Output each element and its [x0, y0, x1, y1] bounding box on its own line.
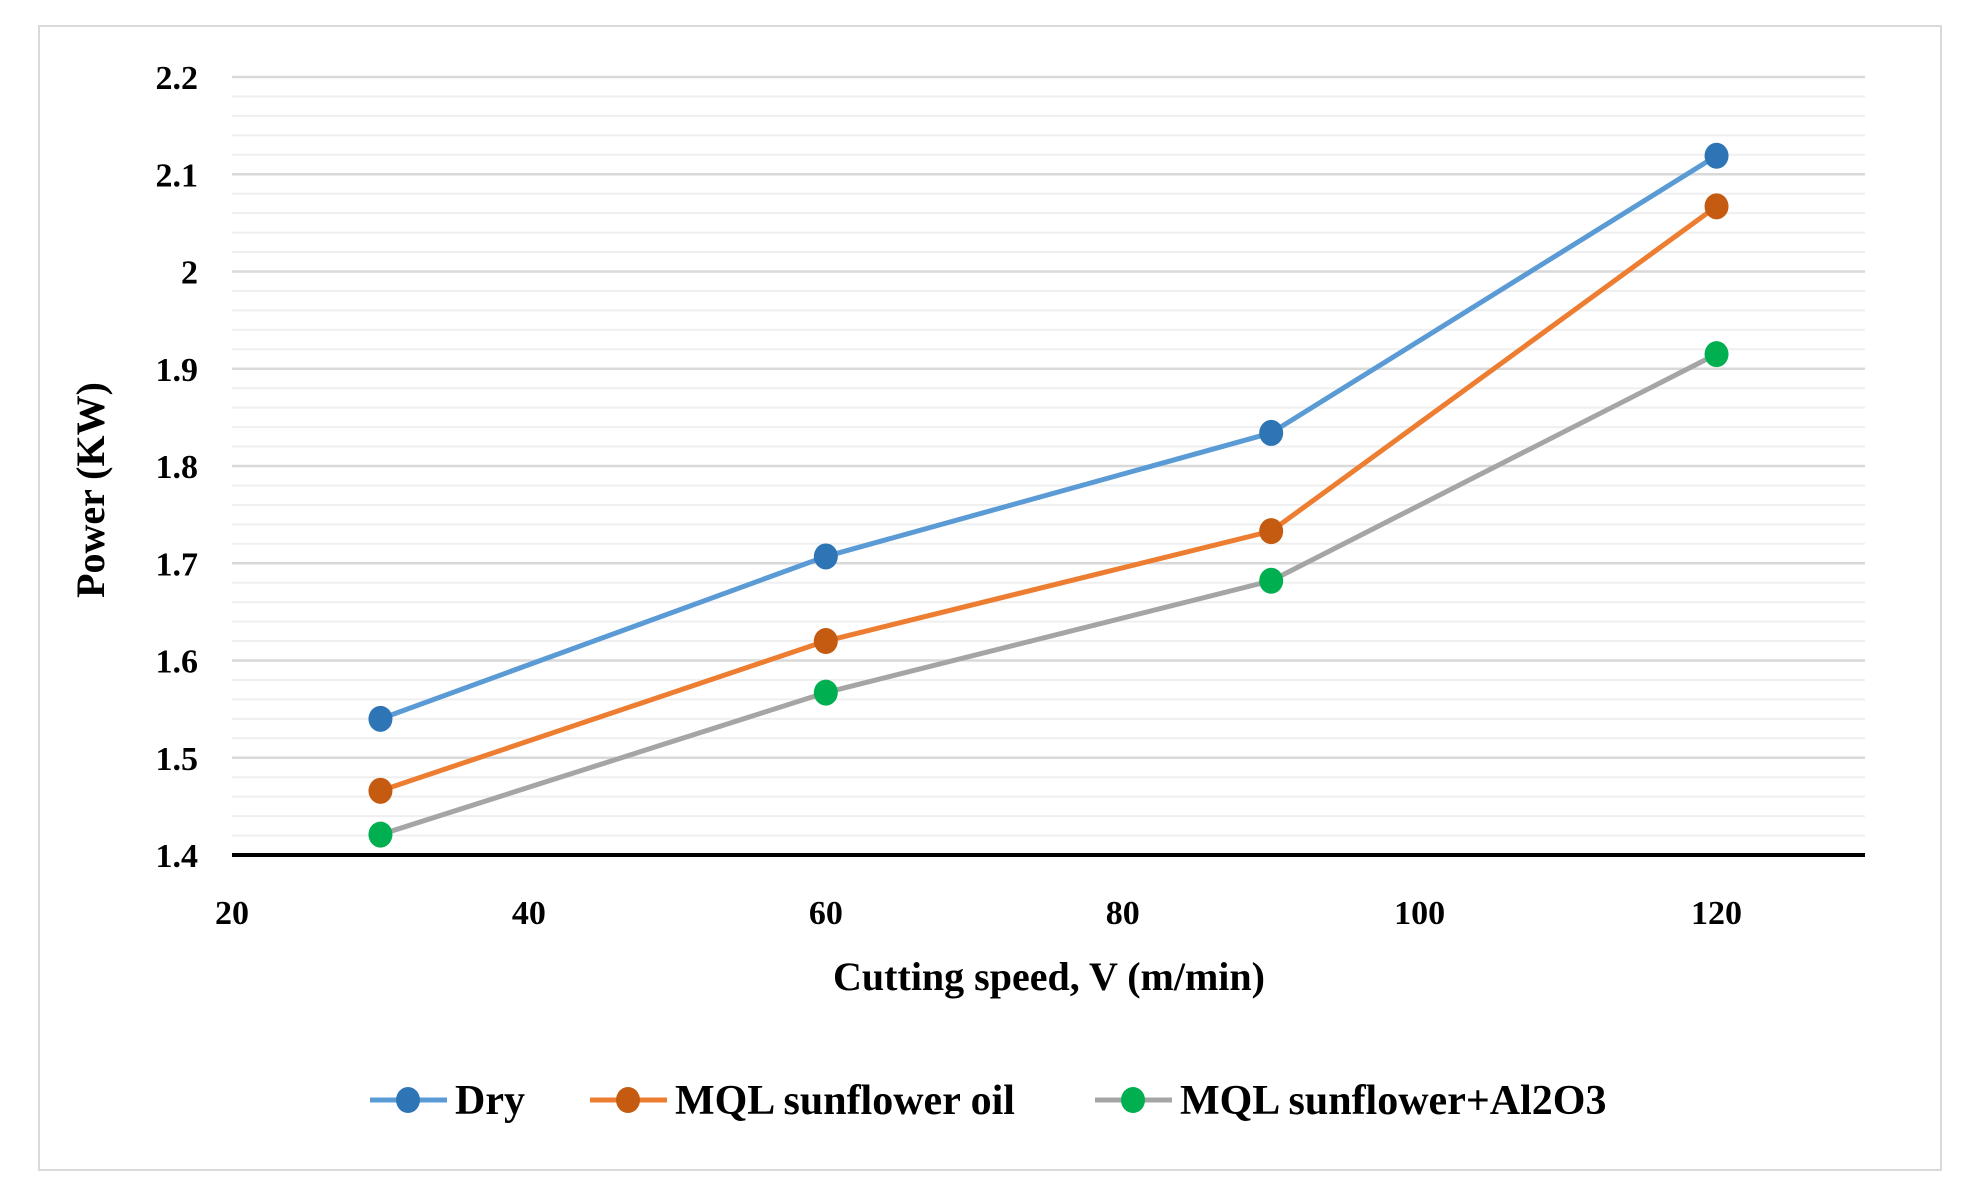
- data-point: [813, 543, 838, 570]
- y-tick-label: 1.7: [156, 546, 199, 583]
- series-line-2: [379, 351, 1718, 837]
- x-tick-label: 80: [1106, 895, 1140, 932]
- x-tick-label: 100: [1394, 895, 1445, 932]
- data-point: [1704, 193, 1729, 220]
- x-tick-label: 20: [215, 895, 249, 932]
- y-tick-label: 1.4: [156, 838, 199, 875]
- legend-label-2: MQL sunflower+Al2O3: [1180, 1078, 1606, 1124]
- y-tick-label: 1.9: [156, 352, 199, 389]
- y-axis-tick-labels: 1.4 1.5 1.6 1.7 1.8 1.9 2 2.1 2.2: [156, 60, 199, 875]
- y-tick-label: 1.5: [156, 741, 199, 778]
- minor-gridlines: [232, 95, 1865, 837]
- y-tick-label: 2.1: [156, 157, 199, 194]
- legend-marker-1: [616, 1087, 640, 1113]
- x-tick-label: 40: [512, 895, 546, 932]
- data-point: [1704, 341, 1729, 368]
- series-line-1: [379, 204, 1719, 794]
- legend-marker-2: [1121, 1087, 1145, 1113]
- data-point: [1259, 419, 1284, 446]
- data-point: [1259, 567, 1284, 594]
- data-point: [813, 628, 838, 655]
- series-line-0: [379, 153, 1718, 722]
- legend: Dry MQL sunflower oil MQL sunflower+Al2O3: [370, 1078, 1606, 1124]
- data-point: [1704, 142, 1729, 169]
- series-markers: [368, 142, 1729, 848]
- major-gridlines: [232, 75, 1865, 759]
- data-point: [368, 705, 393, 732]
- data-point: [813, 679, 838, 706]
- x-tick-label: 60: [809, 895, 843, 932]
- data-point: [368, 777, 393, 804]
- y-tick-label: 1.6: [156, 644, 199, 681]
- data-point: [368, 821, 393, 848]
- y-tick-label: 2: [181, 255, 198, 292]
- data-point: [1259, 518, 1284, 545]
- legend-label-0: Dry: [455, 1078, 525, 1124]
- series-lines: [379, 153, 1719, 837]
- x-tick-label: 120: [1691, 895, 1742, 932]
- x-axis-title: Cutting speed, V (m/min): [833, 954, 1265, 999]
- y-tick-label: 2.2: [156, 60, 199, 97]
- legend-marker-0: [396, 1087, 420, 1113]
- legend-label-1: MQL sunflower oil: [675, 1078, 1015, 1124]
- y-axis-title: Power (KW): [68, 382, 113, 598]
- x-axis-tick-labels: 20 40 60 80 100 120: [215, 895, 1742, 932]
- y-tick-label: 1.8: [156, 449, 199, 486]
